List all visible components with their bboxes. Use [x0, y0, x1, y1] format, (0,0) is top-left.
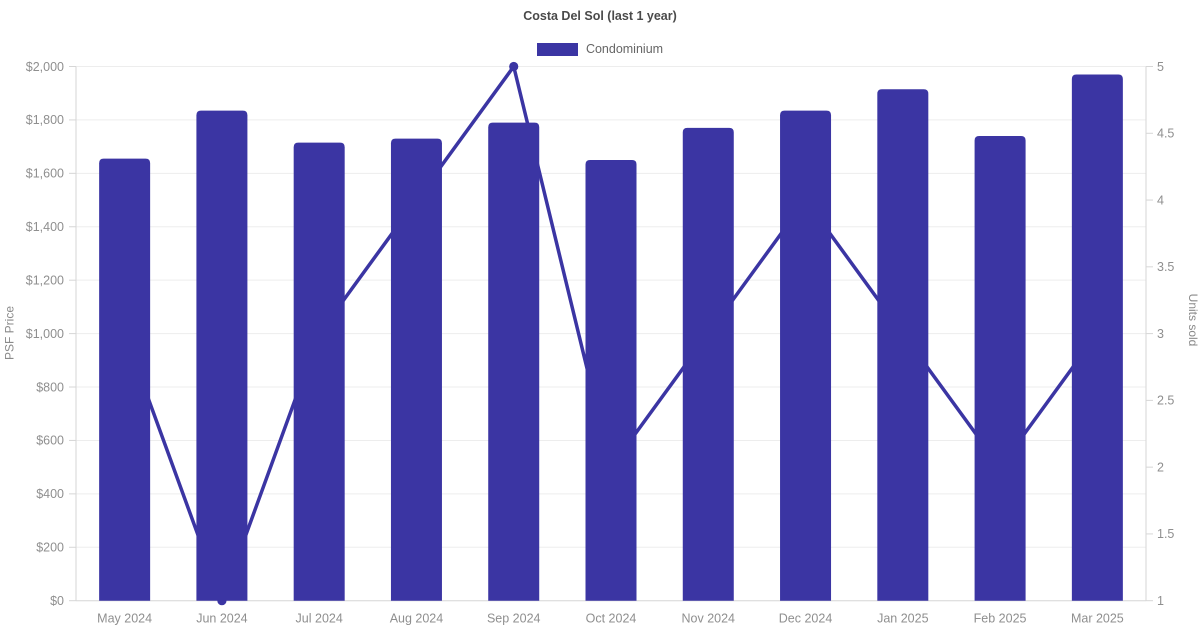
bar-may-2024[interactable] [99, 158, 151, 601]
x-axis-label-oct-2024: Oct 2024 [586, 612, 637, 626]
y-axis-left-tick-label: $800 [36, 380, 64, 394]
bar-jun-2024[interactable] [196, 110, 248, 601]
y-axis-left-tick-label: $1,400 [26, 220, 64, 234]
x-axis-label-jun-2024: Jun 2024 [196, 612, 247, 626]
bar-dec-2024[interactable] [780, 110, 832, 601]
x-axis-label-jan-2025: Jan 2025 [877, 612, 928, 626]
y-axis-right-tick-label: 5 [1157, 60, 1164, 74]
x-axis-label-feb-2025: Feb 2025 [974, 612, 1027, 626]
x-axis-label-mar-2025: Mar 2025 [1071, 612, 1124, 626]
y-axis-right-tick-label: 1.5 [1157, 527, 1174, 541]
x-axis-label-may-2024: May 2024 [97, 612, 152, 626]
bar-feb-2025[interactable] [974, 135, 1026, 601]
x-axis-label-sep-2024: Sep 2024 [487, 612, 541, 626]
y-axis-right-tick-label: 4.5 [1157, 127, 1174, 141]
y-axis-right-tick-label: 2 [1157, 460, 1164, 474]
y-axis-left-tick-label: $1,600 [26, 167, 64, 181]
bar-nov-2024[interactable] [682, 127, 734, 601]
y-axis-left-tick-label: $2,000 [26, 60, 64, 74]
legend: Condominium [0, 42, 1200, 56]
y-axis-left-tick-label: $0 [50, 594, 64, 608]
x-axis-label-aug-2024: Aug 2024 [390, 612, 444, 626]
y-axis-left-tick-label: $1,200 [26, 273, 64, 287]
left-axis-title: PSF Price [3, 306, 17, 360]
y-axis-right-tick-label: 3.5 [1157, 260, 1174, 274]
y-axis-left-tick-label: $400 [36, 487, 64, 501]
legend-label: Condominium [585, 42, 664, 56]
y-axis-right-tick-label: 4 [1157, 193, 1164, 207]
bar-oct-2024[interactable] [585, 159, 637, 601]
y-axis-left-tick-label: $1,800 [26, 113, 64, 127]
chart-title: Costa Del Sol (last 1 year) [523, 9, 677, 23]
bar-jan-2025[interactable] [877, 89, 929, 601]
bar-mar-2025[interactable] [1071, 74, 1123, 601]
y-axis-left-tick-label: $600 [36, 434, 64, 448]
bar-sep-2024[interactable] [488, 122, 540, 601]
legend-swatch-condominium [536, 42, 578, 56]
x-axis-label-jul-2024: Jul 2024 [296, 612, 343, 626]
bar-aug-2024[interactable] [390, 138, 442, 601]
bar-jul-2024[interactable] [293, 142, 345, 601]
y-axis-left-tick-label: $1,000 [26, 327, 64, 341]
right-axis-title: Units sold [1186, 294, 1200, 347]
y-axis-right-tick-label: 3 [1157, 327, 1164, 341]
y-axis-left-tick-label: $200 [36, 541, 64, 555]
y-axis-right-tick-label: 2.5 [1157, 394, 1174, 408]
y-axis-right-tick-label: 1 [1157, 594, 1164, 608]
units-sold-point-sep-2024 [509, 61, 519, 72]
legend-item-condominium[interactable]: Condominium [536, 42, 664, 56]
x-axis-label-dec-2024: Dec 2024 [779, 612, 833, 626]
x-axis-label-nov-2024: Nov 2024 [682, 612, 736, 626]
